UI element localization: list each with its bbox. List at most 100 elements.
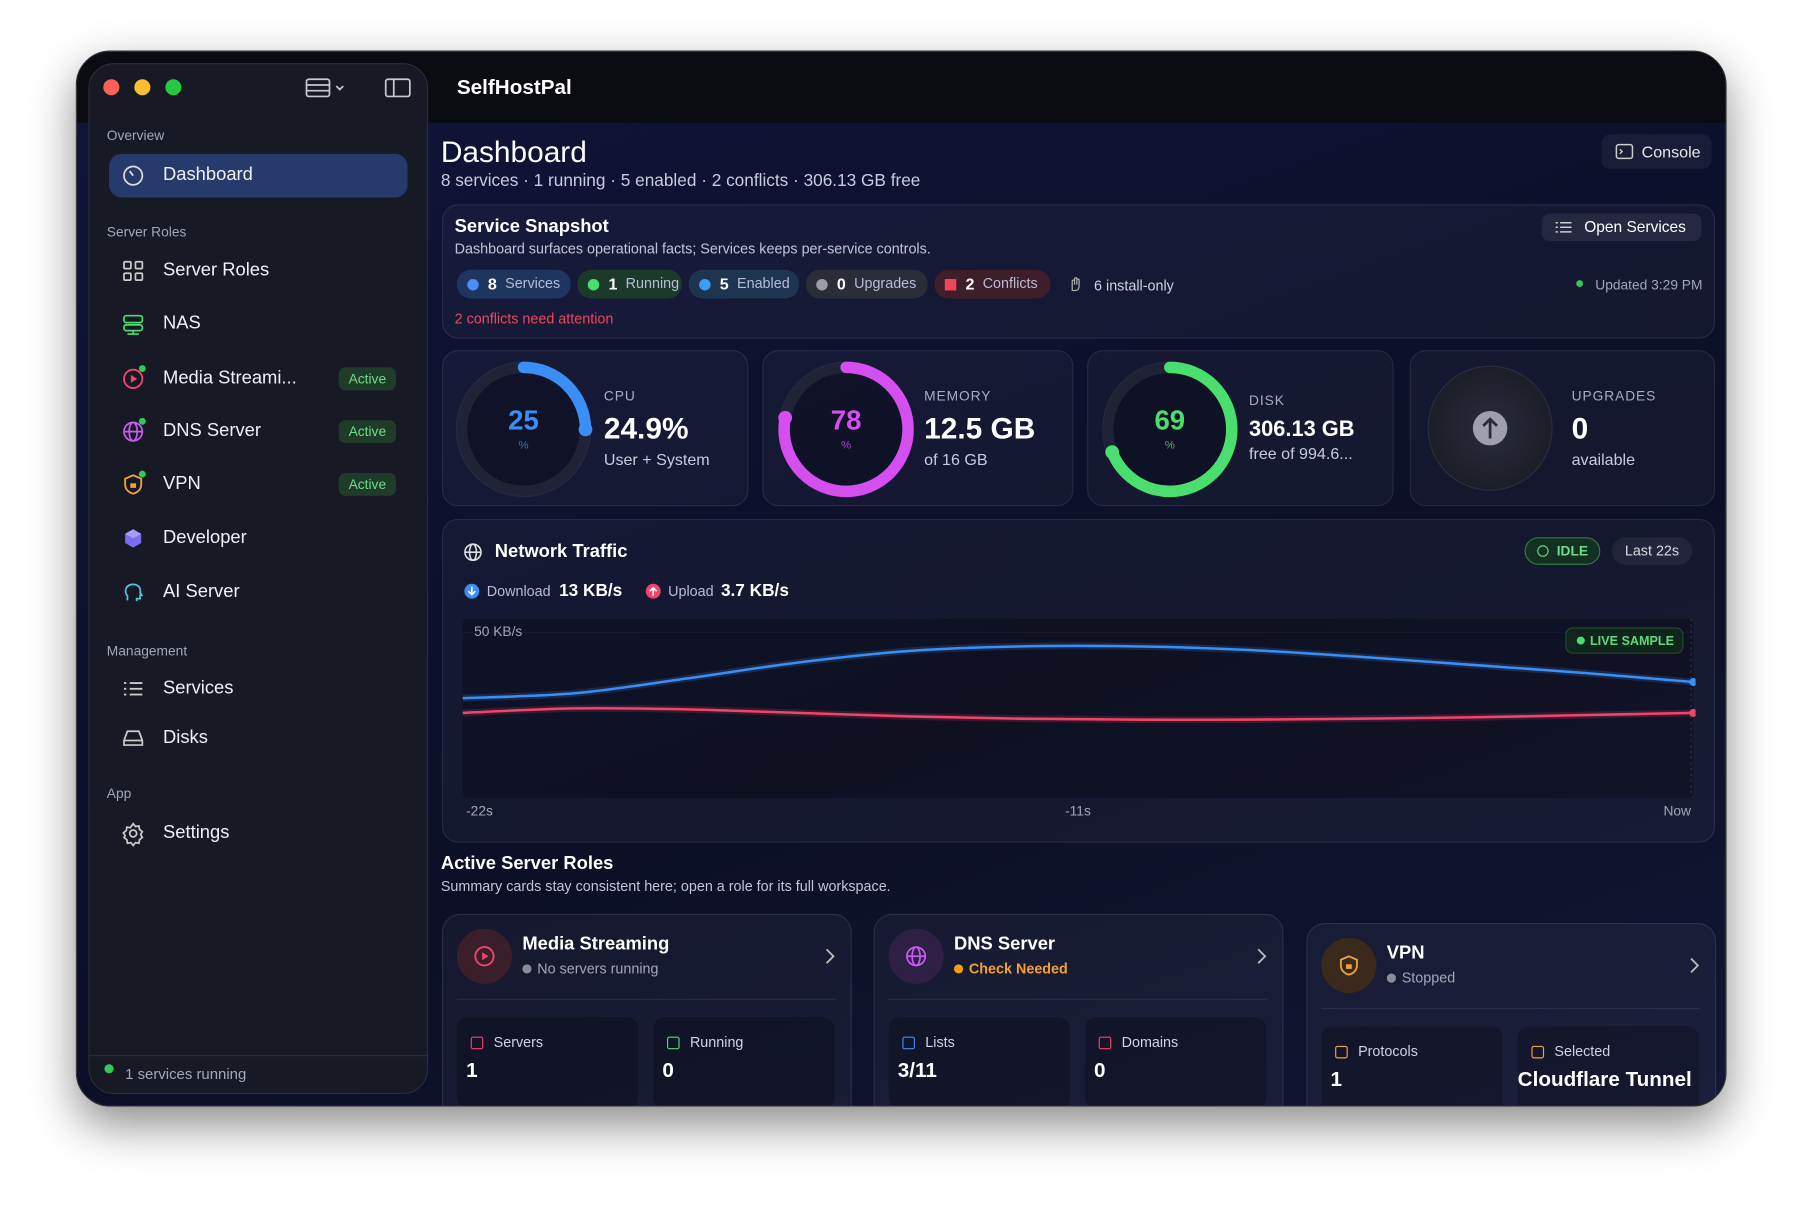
stat-value: 3/11: [897, 1058, 937, 1082]
active-badge: Active: [338, 472, 397, 496]
chip-label: Upgrades: [854, 275, 917, 292]
nav-item[interactable]: Dashboard: [109, 153, 408, 198]
nav-item[interactable]: Services: [109, 667, 407, 711]
stat-icon: [1531, 1045, 1545, 1059]
app-window: SelfHostPal Overview Dashboard Server Role…: [75, 50, 1727, 1107]
status-dot: [104, 1064, 114, 1074]
status-dot: [138, 417, 146, 425]
metric-value: 24.9%: [603, 410, 689, 446]
range-pill[interactable]: Last 22s: [1611, 537, 1693, 565]
status-chip[interactable]: 2 Conflicts: [934, 269, 1051, 299]
stat-label: Domains: [1121, 1034, 1179, 1051]
idle-label: IDLE: [1556, 543, 1589, 560]
gauge-glow: [779, 362, 913, 496]
updated-time: Updated 3:29 PM: [1595, 276, 1703, 293]
close-button[interactable]: [103, 79, 120, 96]
chip-icon: [944, 278, 957, 291]
nav-item[interactable]: VPN Active: [109, 463, 407, 507]
console-icon: [1615, 143, 1634, 160]
nav-item[interactable]: NAS: [109, 302, 407, 346]
nav-label: Developer: [163, 528, 247, 548]
chip-count: 0: [836, 274, 846, 293]
upgrades-value: 0: [1571, 410, 1589, 446]
stat-value: Cloudflare Tunnel: [1517, 1067, 1692, 1091]
sidebar-toggle[interactable]: [384, 78, 411, 98]
status-chip[interactable]: 8 Services: [456, 269, 571, 299]
upgrades-card: UPGRADES 0 available: [1409, 350, 1716, 507]
nav-icon: [124, 583, 144, 601]
gauge-knob: [578, 422, 593, 437]
view-menu[interactable]: [305, 78, 344, 98]
nav-item[interactable]: Server Roles: [109, 249, 407, 293]
status-chip[interactable]: 5 Enabled: [688, 269, 800, 299]
open-services-button[interactable]: Open Services: [1541, 213, 1702, 242]
console-button[interactable]: Console: [1601, 134, 1712, 169]
active-badge: Active: [338, 420, 397, 444]
nav-icon: [123, 730, 144, 746]
divider: [1321, 1007, 1701, 1010]
gauge-value: 25: [508, 405, 539, 436]
nav-item[interactable]: Disks: [109, 716, 407, 760]
role-status: No servers running: [537, 960, 659, 977]
nav-icon: [122, 822, 144, 847]
chevron: [825, 948, 835, 964]
nav-label: Server Roles: [163, 260, 270, 281]
button-label: Open Services: [1584, 218, 1686, 236]
stat-box: Running 0: [653, 1017, 835, 1106]
chip-icon: [467, 278, 479, 291]
list-icon: [1555, 221, 1572, 233]
live-dot: [1576, 636, 1585, 645]
nav-label: Media Streami...: [163, 368, 297, 389]
chip-label: Conflicts: [982, 275, 1038, 292]
role-name: VPN: [1386, 943, 1425, 964]
roles-description: Summary cards stay consistent here; open…: [440, 878, 891, 895]
sidebar-footer: 1 services running: [125, 1065, 247, 1083]
download-value: 13 KB/s: [559, 580, 623, 601]
status-chip[interactable]: 0 Upgrades: [805, 269, 928, 299]
chip-count: 8: [487, 274, 497, 293]
series-end: [1689, 678, 1696, 687]
series-line: [462, 644, 1694, 700]
nav-item[interactable]: Developer: [109, 517, 407, 561]
stat-label: Servers: [493, 1034, 544, 1051]
gauge-knob: [778, 410, 793, 425]
nav-label: Services: [163, 678, 234, 698]
nav-label: Disks: [163, 727, 208, 748]
gauge-glow: [456, 362, 591, 496]
role-card[interactable]: VPN Stopped Protocols 1 Selected Cloudflare T…: [1306, 922, 1717, 1106]
gauge-value: 69: [1154, 405, 1185, 436]
chip-icon: [816, 278, 828, 291]
zoom-button[interactable]: [165, 79, 182, 96]
snapshot-description: Dashboard surfaces operational facts; Se…: [454, 241, 931, 258]
gauge-glow: [1103, 362, 1237, 496]
section-header: Management: [106, 642, 188, 659]
conflict-alert: 2 conflicts need attention: [454, 311, 614, 328]
role-icon: [456, 928, 513, 984]
gauge-unit: %: [1165, 439, 1175, 451]
gauge-arc: [1102, 361, 1238, 498]
nav-item[interactable]: Settings: [109, 812, 407, 856]
nav-item[interactable]: AI Server: [109, 571, 407, 615]
y-tick-label: 50 KB/s: [474, 624, 522, 639]
minimize-button[interactable]: [134, 79, 151, 96]
updated-dot: [1576, 280, 1584, 287]
role-card[interactable]: DNS Server Check Needed Lists 3/11 Domains 0: [873, 913, 1284, 1106]
stat-value: 1: [466, 1058, 478, 1082]
status-chip[interactable]: 1 Running: [577, 269, 682, 299]
sidebar: [88, 63, 429, 1095]
nav-item[interactable]: Media Streami... Active: [109, 357, 407, 401]
section-header: App: [106, 785, 132, 802]
role-card[interactable]: Media Streaming No servers running Servers…: [441, 913, 852, 1106]
upgrades-icon: [1427, 365, 1553, 491]
role-status: Check Needed: [968, 960, 1068, 977]
stat-label: Selected: [1554, 1043, 1611, 1060]
gauge-unit: %: [518, 439, 528, 451]
plot-area: [462, 618, 1694, 798]
download-icon: [464, 583, 480, 599]
stat-box: Servers 1: [456, 1017, 639, 1106]
nav-item[interactable]: DNS Server Active: [109, 410, 407, 454]
metric-detail: of 16 GB: [924, 450, 988, 469]
role-status-dot: [1386, 973, 1396, 983]
nav-icon: [123, 165, 144, 186]
